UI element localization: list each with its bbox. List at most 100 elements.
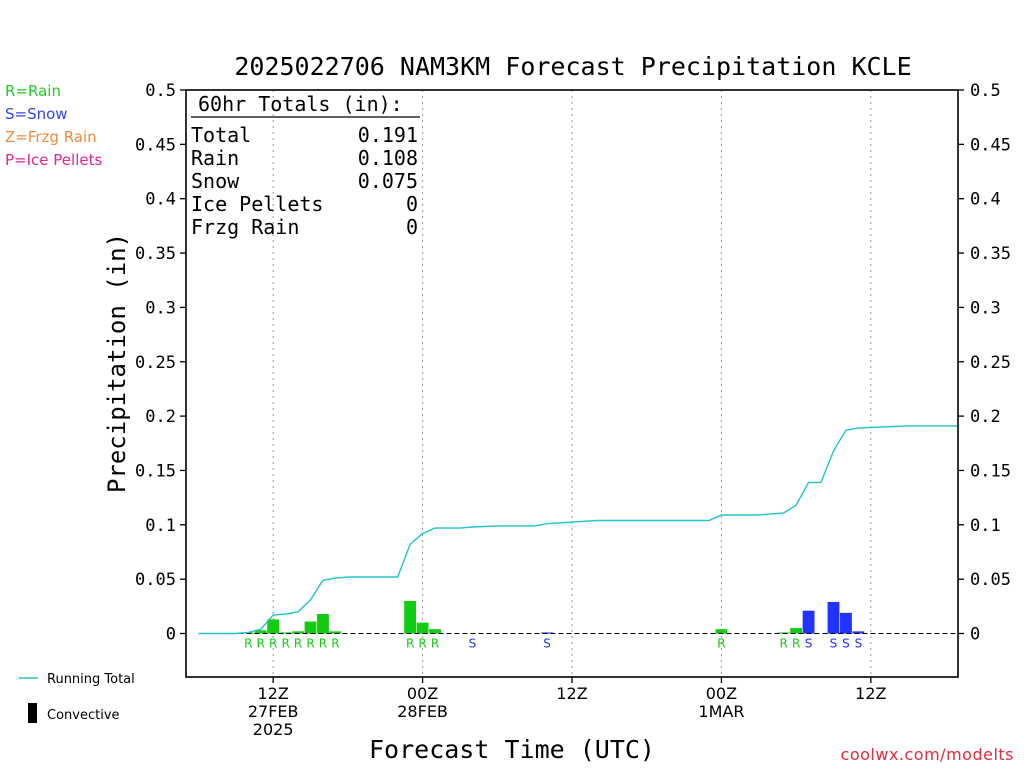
precip-type-label: R: [717, 637, 725, 651]
y-tick-label: 0.5: [145, 81, 176, 101]
y-tick-label: 0: [166, 625, 176, 645]
precip-bar: [279, 632, 292, 634]
y-tick-label-right: 0.2: [970, 407, 1001, 427]
x-tick-label: 12Z: [257, 684, 288, 703]
precip-type-label: R: [418, 637, 426, 651]
totals-row-value: 0.075: [358, 169, 418, 193]
x-tick-label: 12Z: [855, 684, 886, 703]
y-tick-label: 0.45: [135, 135, 176, 155]
x-axis-label: Forecast Time (UTC): [369, 735, 655, 764]
y-tick-label: 0.1: [145, 516, 176, 536]
totals-row-value: 0.108: [358, 146, 418, 170]
precip-bar: [840, 612, 852, 634]
y-tick-label-right: 0.25: [970, 353, 1011, 373]
totals-box: 60hr Totals (in): Total 0.191 Rain 0.108 Sno…: [191, 92, 420, 239]
precip-type-label: R: [244, 637, 252, 651]
x-tick-label: 2025: [253, 720, 294, 739]
precip-type-label: R: [431, 637, 439, 651]
totals-row-label: Ice Pellets: [191, 192, 323, 216]
running-total-line: [198, 425, 958, 635]
totals-row-value: 0: [406, 215, 418, 239]
precip-bar: [317, 613, 329, 634]
precip-bar: [292, 631, 304, 634]
y-tick-label-right: 0.45: [970, 135, 1011, 155]
totals-header: 60hr Totals (in):: [198, 92, 403, 116]
y-tick-label: 0.05: [135, 570, 176, 590]
convective-label: Convective: [47, 708, 120, 723]
precip-type-label: R: [257, 637, 265, 651]
legend-entry: S=Snow: [5, 105, 68, 123]
x-tick-label: 00Z: [706, 684, 737, 703]
precip-type-label: S: [543, 637, 551, 651]
totals-row-label: Frzg Rain: [191, 215, 299, 239]
precip-bar: [267, 619, 280, 634]
precip-bar: [852, 631, 865, 634]
precip-type-label: R: [269, 637, 277, 651]
totals-row-value: 0: [406, 192, 418, 216]
precip-bar: [790, 628, 803, 634]
precip-bar: [329, 631, 342, 634]
y-tick-label: 0.3: [145, 298, 176, 318]
precip-bar: [715, 629, 728, 634]
y-tick-label-right: 0.4: [970, 190, 1001, 210]
precip-type-label: R: [319, 637, 327, 651]
precip-bars: [242, 600, 865, 634]
y-tick-label: 0.4: [145, 190, 176, 210]
precip-type-label: R: [331, 637, 339, 651]
running-total-label: Running Total: [47, 672, 135, 687]
x-tick-label: 12Z: [556, 684, 587, 703]
precip-type-label: R: [294, 637, 302, 651]
y-ticks: 0 00.05 0.050.1 0.10.15 0.150.2 0.20.25 0.250.…: [135, 81, 1011, 645]
precip-type-label: R: [281, 637, 289, 651]
y-tick-label-right: 0.1: [970, 516, 1001, 536]
precip-type-label: R: [406, 637, 414, 651]
y-tick-label: 0.2: [145, 407, 176, 427]
precip-bar: [254, 630, 267, 634]
y-tick-label-right: 0: [970, 625, 980, 645]
precip-bar: [304, 621, 317, 634]
totals-row-label: Total: [191, 123, 251, 147]
precip-bar: [777, 632, 790, 634]
precip-bar: [404, 600, 417, 634]
y-tick-label-right: 0.3: [970, 298, 1001, 318]
x-tick-label: 28FEB: [397, 702, 448, 721]
y-tick-label-right: 0.15: [970, 461, 1011, 481]
y-tick-label-right: 0.35: [970, 244, 1011, 264]
y-tick-label: 0.35: [135, 244, 176, 264]
x-tick-label: 27FEB: [248, 702, 299, 721]
y-tick-label: 0.25: [135, 353, 176, 373]
bottom-legend: Running Total Convective: [19, 672, 135, 723]
chart-title: 2025022706 NAM3KM Forecast Precipitation…: [234, 52, 911, 81]
legend-entry: Z=Frzg Rain: [5, 128, 97, 146]
precip-bar: [827, 601, 840, 634]
totals-row-label: Rain: [191, 146, 239, 170]
legend-entry: P=Ice Pellets: [5, 151, 102, 169]
precip-bar: [416, 622, 429, 634]
precip-type-label: S: [855, 637, 863, 651]
precip-bar: [429, 629, 441, 634]
precip-type-label: R: [792, 637, 800, 651]
precip-type-label: S: [830, 637, 838, 651]
x-tick-label: 1MAR: [698, 702, 744, 721]
precip-type-label: R: [780, 637, 788, 651]
precip-type-label: R: [306, 637, 314, 651]
precip-type-label: S: [469, 637, 477, 651]
x-tick-label: 00Z: [407, 684, 438, 703]
running-total-line-group: [198, 425, 958, 635]
y-tick-label: 0.15: [135, 461, 176, 481]
precip-bar: [802, 610, 815, 634]
precip-type-label: S: [842, 637, 850, 651]
precip-type-legend: R=Rain S=Snow Z=Frzg Rain P=Ice Pellets: [5, 82, 102, 169]
grid-lines: [272, 90, 872, 677]
y-tick-label-right: 0.05: [970, 570, 1011, 590]
precip-type-label: S: [805, 637, 813, 651]
y-axis-label: Precipitation (in): [103, 233, 131, 493]
legend-entry: R=Rain: [5, 82, 61, 100]
y-tick-label-right: 0.5: [970, 81, 1001, 101]
convective-swatch: [28, 703, 37, 723]
precip-bar: [541, 632, 554, 634]
footer-credit: coolwx.com/modelts: [840, 745, 1014, 764]
